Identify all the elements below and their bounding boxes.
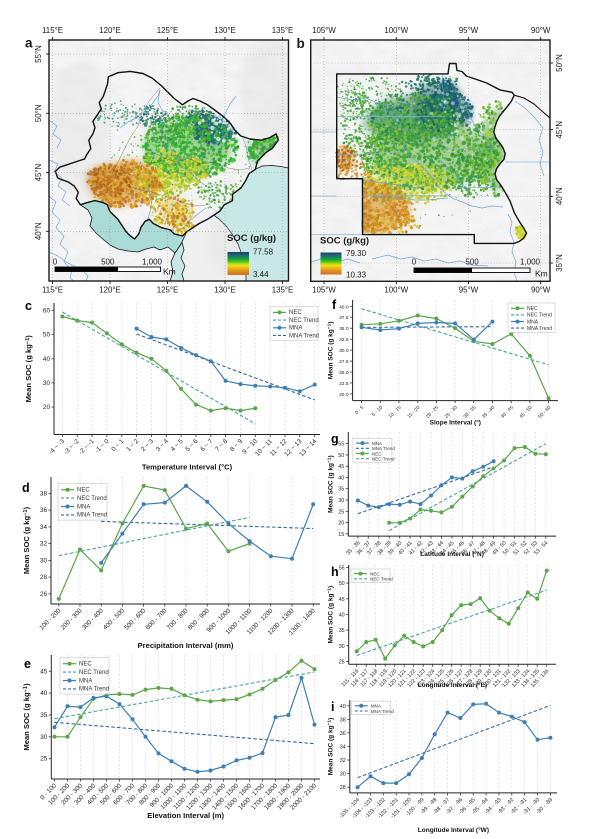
- svg-text:0: 0: [53, 258, 58, 267]
- svg-text:77.58: 77.58: [253, 248, 274, 257]
- svg-text:500: 500: [101, 258, 115, 267]
- svg-text:50°N: 50°N: [34, 104, 43, 122]
- svg-text:115°E: 115°E: [42, 26, 63, 35]
- svg-text:115°E: 115°E: [42, 286, 63, 295]
- svg-text:45°N: 45°N: [34, 163, 43, 181]
- svg-text:Km: Km: [163, 267, 176, 277]
- svg-text:120°E: 120°E: [99, 26, 121, 35]
- svg-text:55°N: 55°N: [34, 45, 43, 63]
- svg-text:3.44: 3.44: [253, 270, 269, 279]
- svg-text:40°N: 40°N: [34, 222, 43, 240]
- svg-text:120°E: 120°E: [99, 286, 121, 295]
- svg-text:130°E: 130°E: [214, 286, 236, 295]
- svg-text:125°E: 125°E: [157, 286, 179, 295]
- svg-text:135°E: 135°E: [272, 286, 294, 295]
- svg-text:135°E: 135°E: [272, 26, 294, 35]
- svg-text:SOC (g/kg): SOC (g/kg): [227, 233, 276, 244]
- svg-text:a: a: [25, 36, 33, 51]
- svg-text:130°E: 130°E: [214, 26, 236, 35]
- svg-text:1,000: 1,000: [142, 258, 163, 267]
- svg-text:125°E: 125°E: [157, 26, 179, 35]
